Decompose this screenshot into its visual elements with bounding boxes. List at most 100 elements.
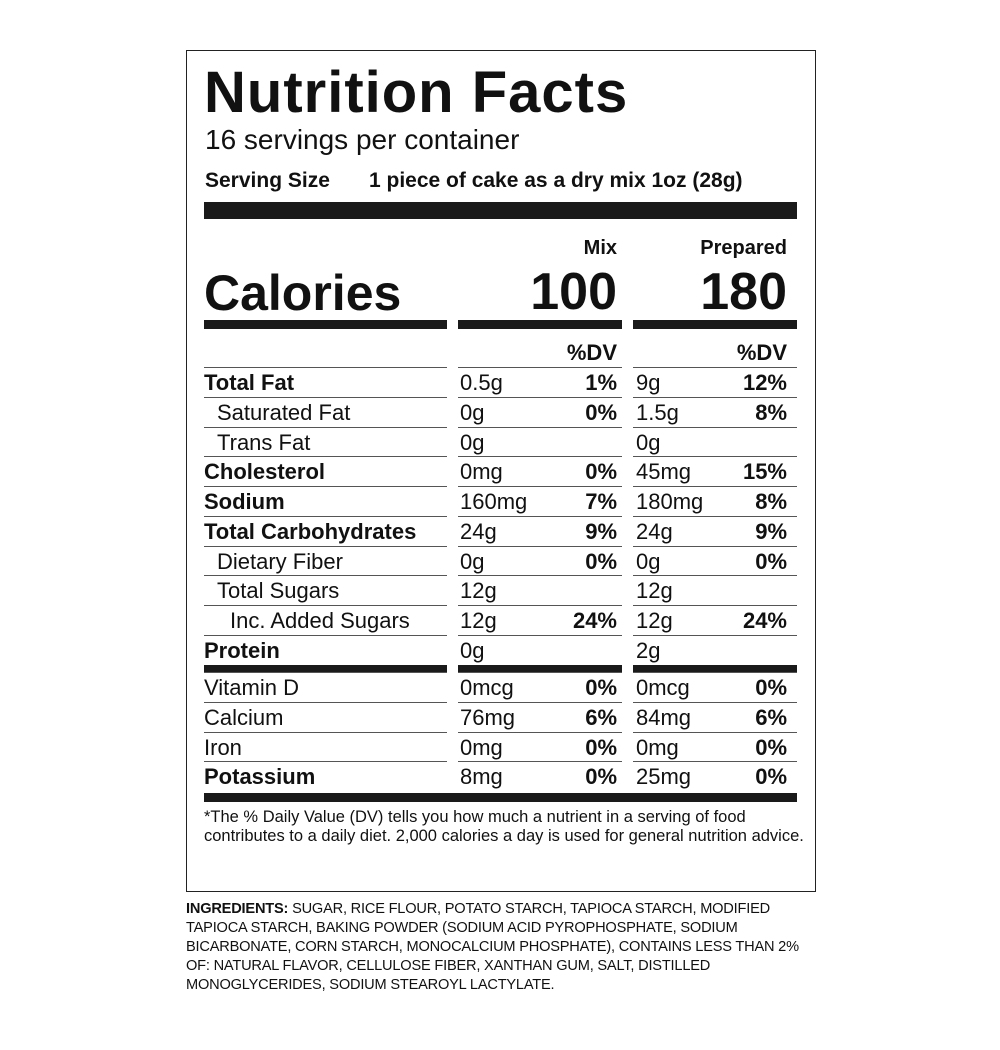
row-rule — [204, 396, 447, 398]
nutrient-name: Dietary Fiber — [217, 548, 343, 574]
row-rule — [204, 701, 447, 703]
daily-value: 24% — [742, 608, 787, 633]
daily-value: 0% — [585, 764, 617, 790]
nutrient-name: Cholesterol — [204, 459, 326, 485]
row-rule — [204, 515, 447, 517]
row-rule — [458, 456, 622, 458]
footnote: *The % Daily Value (DV) tells you how mu… — [204, 808, 804, 845]
rule — [458, 665, 622, 673]
title: Nutrition Facts — [204, 60, 629, 125]
nutrient-name: Iron — [204, 734, 242, 760]
amount: 12g — [636, 578, 673, 604]
nutrient-name: Saturated Fat — [217, 399, 351, 425]
nutrient-name: Inc. Added Sugars — [230, 608, 410, 633]
amount: 0.5g — [460, 370, 503, 395]
amount: 12g — [460, 608, 497, 633]
row-rule — [633, 605, 797, 606]
row-rule — [458, 515, 622, 517]
daily-value: 1% — [585, 370, 617, 395]
serving-size-label: Serving Size — [205, 169, 330, 192]
daily-value: 8% — [755, 399, 787, 425]
serving-size: 1 piece of cake as a dry mix 1oz (28g) — [369, 169, 743, 192]
row-rule — [204, 672, 447, 673]
amount: 0g — [460, 429, 485, 455]
nutrient-name: Total Fat — [204, 370, 295, 395]
row-rule — [204, 486, 447, 487]
row-rule — [633, 426, 797, 428]
daily-value: 9% — [585, 518, 617, 544]
amount: 24g — [460, 518, 497, 544]
row-rule — [204, 426, 447, 428]
daily-value: 0% — [585, 399, 617, 425]
row-rule — [458, 672, 622, 673]
daily-value: 0% — [755, 675, 787, 700]
row-rule — [633, 672, 797, 673]
row-rule — [458, 761, 622, 763]
rule — [458, 320, 622, 329]
thick-rule — [204, 202, 797, 219]
daily-value: 0% — [755, 734, 787, 760]
ingredients-label: INGREDIENTS: — [186, 901, 289, 917]
nutrient-name: Calcium — [204, 704, 284, 730]
row-rule — [204, 575, 447, 577]
servings: 16 servings per container — [205, 124, 520, 155]
amount: 0g — [460, 548, 485, 574]
calories-value: 180 — [700, 263, 787, 321]
nutrient-name: Trans Fat — [217, 429, 311, 455]
column-header: Mix — [583, 237, 617, 259]
amount: 160mg — [460, 489, 528, 514]
calories-label: Calories — [204, 265, 402, 321]
row-rule — [633, 731, 797, 733]
amount: 24g — [636, 518, 673, 544]
row-rule — [204, 545, 447, 547]
daily-value: 0% — [585, 459, 617, 485]
amount: 84mg — [636, 704, 692, 730]
rule — [633, 320, 797, 329]
nutrient-name: Vitamin D — [204, 675, 299, 700]
nutrient-name: Total Sugars — [217, 578, 340, 604]
amount: 0mg — [636, 734, 679, 760]
row-rule — [204, 634, 447, 636]
amount: 2g — [636, 637, 661, 663]
row-rule — [204, 761, 447, 763]
amount: 0mcg — [460, 675, 514, 700]
rule — [204, 320, 447, 329]
row-rule — [458, 634, 622, 636]
nutrient-name: Potassium — [204, 764, 316, 790]
daily-value: 7% — [585, 489, 617, 514]
amount: 0mcg — [636, 675, 690, 700]
amount: 45mg — [636, 459, 692, 485]
row-rule — [458, 701, 622, 703]
row-rule — [633, 515, 797, 517]
row-rule — [458, 605, 622, 606]
row-rule — [458, 486, 622, 487]
daily-value: 6% — [585, 704, 617, 730]
row-rule — [458, 575, 622, 577]
amount: 1.5g — [636, 399, 679, 425]
row-rule — [204, 605, 447, 606]
daily-value: 0% — [585, 734, 617, 760]
daily-value: 12% — [742, 370, 787, 395]
row-rule — [633, 761, 797, 763]
amount: 12g — [460, 578, 497, 604]
amount: 0g — [636, 548, 661, 574]
calories-value: 100 — [530, 263, 617, 321]
nutrient-name: Total Carbohydrates — [204, 518, 417, 544]
daily-value: 0% — [755, 764, 787, 790]
row-rule — [633, 396, 797, 398]
rule — [204, 793, 797, 802]
daily-value: 6% — [755, 704, 787, 730]
daily-value: 0% — [585, 675, 617, 700]
ingredients: INGREDIENTS: SUGAR, RICE FLOUR, POTATO S… — [186, 900, 816, 995]
daily-value: 8% — [755, 489, 787, 514]
row-rule — [633, 456, 797, 458]
daily-value: 9% — [755, 518, 787, 544]
column-header: Prepared — [700, 237, 787, 259]
row-rule — [458, 731, 622, 733]
row-rule — [204, 367, 447, 368]
amount: 8mg — [460, 764, 503, 790]
row-rule — [204, 456, 447, 458]
nutrient-name: Protein — [204, 637, 280, 663]
row-rule — [633, 367, 797, 368]
